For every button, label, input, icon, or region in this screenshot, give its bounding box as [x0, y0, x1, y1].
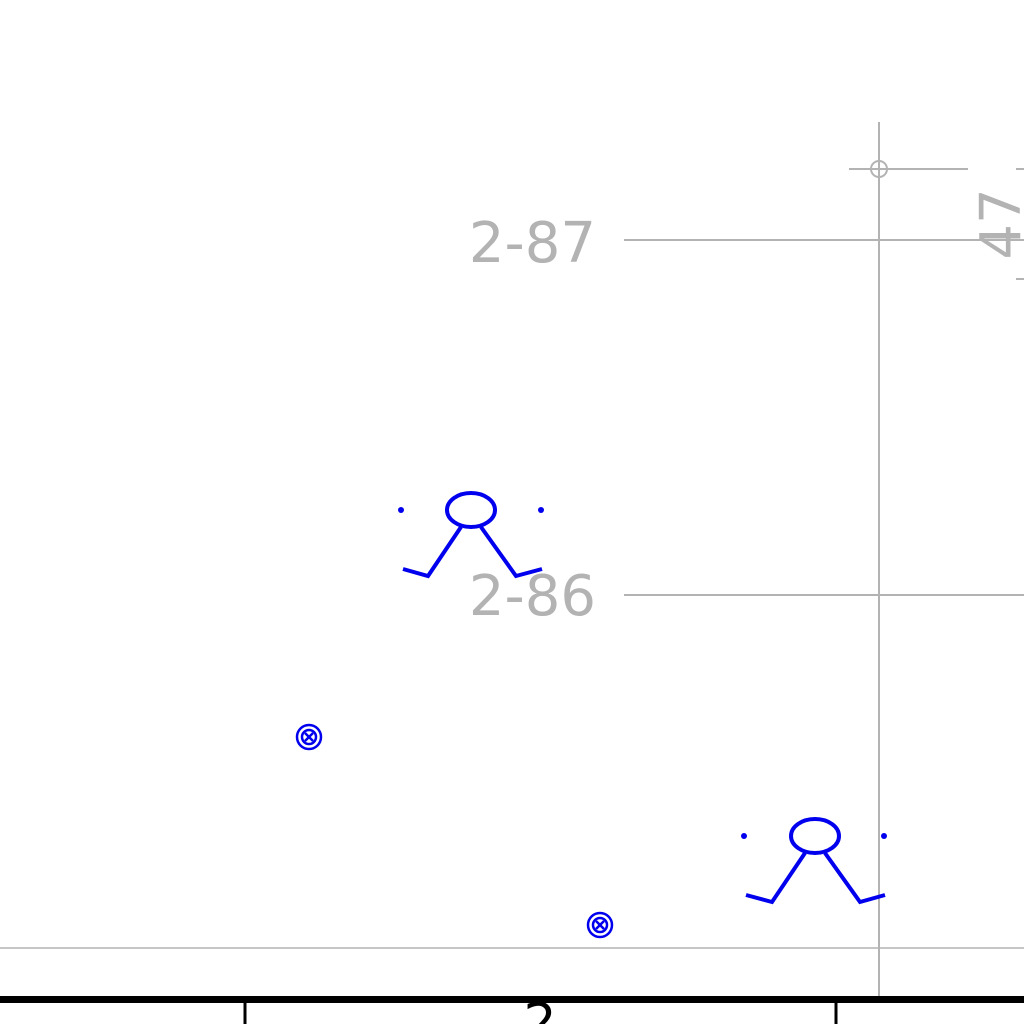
- northing-label-upper: 2-87: [469, 211, 596, 276]
- benchmark-figure-icon: [741, 817, 887, 905]
- map-neatline: [0, 996, 1024, 1003]
- circled-x-icon: [295, 723, 323, 751]
- benchmark-figure-icon: [398, 491, 544, 579]
- easting-label: 47: [969, 188, 1024, 259]
- northing-label-lower: 2-86: [469, 564, 596, 629]
- grid-crosshair-icon: [849, 160, 1024, 280]
- frame-number-label: 2: [523, 993, 556, 1024]
- circled-x-icon: [586, 911, 614, 939]
